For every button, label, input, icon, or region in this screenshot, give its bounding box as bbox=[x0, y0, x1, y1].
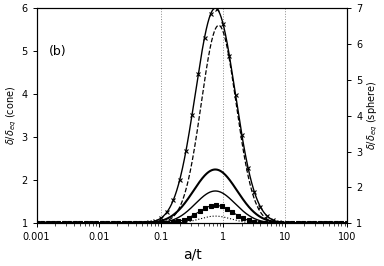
X-axis label: a/t: a/t bbox=[183, 248, 201, 262]
Y-axis label: $\delta/\delta_{eq}$ (sphere): $\delta/\delta_{eq}$ (sphere) bbox=[366, 81, 380, 150]
Y-axis label: $\delta/\delta_{eq}$ (cone): $\delta/\delta_{eq}$ (cone) bbox=[4, 86, 18, 146]
Text: (b): (b) bbox=[49, 45, 67, 59]
